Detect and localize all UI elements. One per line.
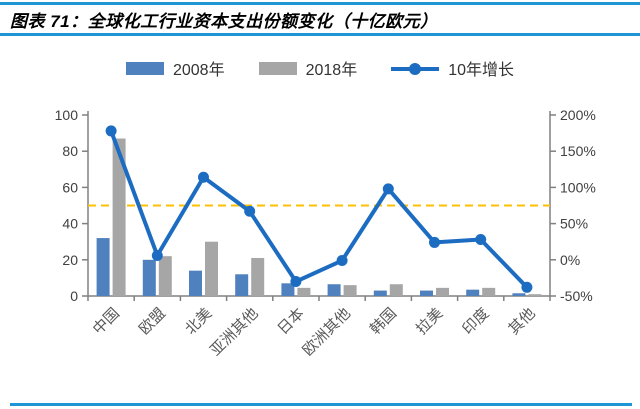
category-label: 北美 bbox=[182, 305, 215, 338]
left-tick-label: 80 bbox=[62, 143, 78, 159]
left-tick-label: 60 bbox=[62, 179, 78, 195]
line-marker-icon bbox=[409, 62, 422, 75]
bar-2008 bbox=[281, 283, 295, 296]
growth-point bbox=[105, 125, 117, 137]
bar-2018 bbox=[528, 294, 542, 296]
right-tick-label: 50% bbox=[560, 216, 588, 232]
chart-legend: 2008年 2018年 10年增长 bbox=[0, 56, 640, 80]
right-tick-label: 150% bbox=[560, 143, 596, 159]
growth-point bbox=[475, 234, 487, 246]
legend-item-growth: 10年增长 bbox=[391, 56, 514, 80]
growth-point bbox=[290, 276, 302, 288]
legend-item-2018: 2018年 bbox=[258, 56, 358, 80]
growth-point bbox=[382, 183, 394, 195]
bar-2008 bbox=[96, 238, 110, 296]
right-tick-label: -50% bbox=[560, 288, 593, 304]
bar-2018 bbox=[112, 138, 126, 296]
growth-point bbox=[198, 171, 209, 183]
bar-2018 bbox=[482, 287, 496, 296]
growth-point bbox=[244, 205, 256, 217]
category-label: 其他 bbox=[505, 305, 538, 338]
legend-item-2008: 2008年 bbox=[125, 56, 225, 80]
bar-2008 bbox=[420, 290, 433, 296]
bar-2008 bbox=[235, 274, 249, 296]
category-label: 亚洲其他 bbox=[207, 305, 261, 359]
bar-2008 bbox=[512, 293, 526, 296]
legend-label-2018: 2018年 bbox=[305, 62, 358, 79]
bar-2008 bbox=[189, 270, 202, 296]
title-separator-rule bbox=[0, 33, 640, 36]
bar-2018 bbox=[436, 287, 449, 296]
top-accent-rule bbox=[0, 2, 640, 5]
right-tick-label: 200% bbox=[560, 107, 596, 123]
category-label: 拉美 bbox=[413, 305, 446, 338]
bar-2018 bbox=[158, 256, 172, 296]
left-tick-label: 0 bbox=[70, 288, 78, 304]
left-tick-label: 100 bbox=[55, 107, 79, 123]
legend-label-2008: 2008年 bbox=[172, 62, 225, 79]
bar-2008 bbox=[466, 289, 480, 296]
category-label: 印度 bbox=[459, 305, 492, 338]
growth-line bbox=[109, 128, 529, 290]
category-label: 中国 bbox=[90, 305, 123, 338]
left-tick-label: 40 bbox=[62, 216, 78, 232]
legend-label-growth: 10年增长 bbox=[448, 62, 515, 79]
bar-2018 bbox=[343, 285, 357, 296]
category-label: 欧盟 bbox=[136, 305, 169, 338]
category-label: 欧洲其他 bbox=[299, 305, 353, 359]
bar-2018 bbox=[205, 241, 218, 296]
right-tick-label: 0% bbox=[560, 252, 580, 268]
bar-2008 bbox=[373, 290, 387, 296]
bar-2018 bbox=[389, 284, 403, 296]
legend-swatch-2018 bbox=[258, 61, 297, 75]
legend-swatch-2008 bbox=[125, 61, 164, 75]
right-tick-label: 100% bbox=[560, 179, 596, 195]
left-tick-label: 20 bbox=[62, 252, 78, 268]
growth-point bbox=[151, 249, 163, 261]
figure-title: 图表 71：全球化工行业资本支出份额变化（十亿欧元） bbox=[10, 12, 438, 31]
legend-swatch-growth-line bbox=[391, 62, 440, 75]
growth-point bbox=[521, 281, 533, 293]
bar-2008 bbox=[327, 284, 341, 296]
growth-point bbox=[336, 255, 348, 267]
bar-2008 bbox=[142, 259, 156, 296]
category-label: 韩国 bbox=[367, 305, 400, 338]
category-label: 日本 bbox=[274, 305, 307, 338]
bar-2018 bbox=[297, 287, 311, 296]
bar-2018 bbox=[251, 257, 265, 296]
growth-point bbox=[429, 236, 440, 248]
footer-accent-rule bbox=[10, 403, 632, 406]
